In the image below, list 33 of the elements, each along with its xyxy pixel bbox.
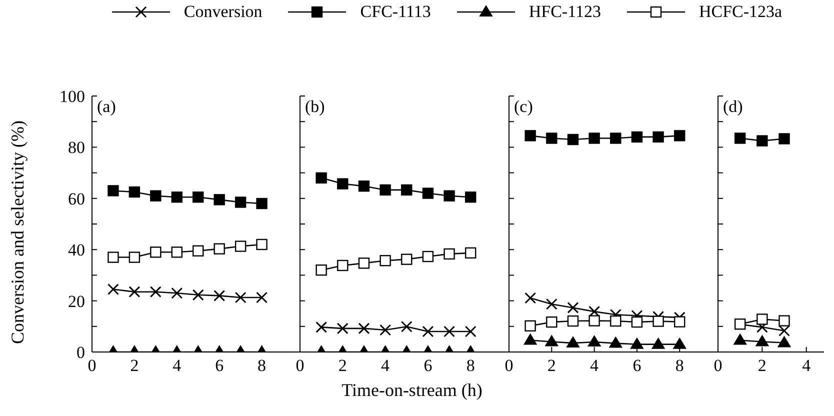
y-tick-label: 20	[68, 292, 85, 311]
x-tick-label: 0	[296, 356, 304, 376]
x-tick-label: 8	[258, 356, 266, 376]
chart-title: (c)	[514, 97, 533, 117]
legend-label: HCFC-123a	[698, 2, 782, 22]
x-tick-label: 2	[547, 356, 556, 376]
x-tick-label: 2	[338, 356, 347, 376]
x-axis-title: Time-on-stream (h)	[340, 380, 484, 401]
x-tick-label: 2	[130, 356, 139, 376]
x-tick-label: 4	[802, 356, 812, 376]
y-tick-label: 80	[68, 138, 85, 158]
y-tick-label: 0	[76, 343, 85, 362]
chart-title: (a)	[97, 97, 116, 117]
chart-title: (b)	[305, 97, 325, 117]
y-axis-title: Conversion and selectivity (%)	[7, 120, 28, 344]
x-tick-label: 6	[215, 356, 224, 376]
x-tick-label: 6	[632, 356, 642, 376]
x-tick-label: 4	[172, 356, 182, 376]
y-tick-label: 60	[68, 189, 85, 208]
y-tick-label: 40	[68, 240, 85, 260]
x-tick-label: 4	[381, 356, 390, 376]
legend-label: Conversion	[184, 2, 262, 22]
legend-label: HFC-1123	[528, 2, 601, 22]
x-tick-label: 0	[714, 356, 722, 376]
x-tick-label: 2	[758, 356, 766, 376]
x-tick-label: 8	[466, 356, 475, 376]
chart-title: (d)	[723, 97, 743, 117]
x-tick-label: 4	[590, 356, 600, 376]
x-tick-label: 0	[504, 356, 514, 376]
x-tick-label: 8	[675, 356, 684, 376]
x-tick-label: 6	[424, 356, 432, 376]
legend-label: CFC-1113	[360, 2, 431, 22]
y-tick-label: 100	[60, 87, 85, 106]
